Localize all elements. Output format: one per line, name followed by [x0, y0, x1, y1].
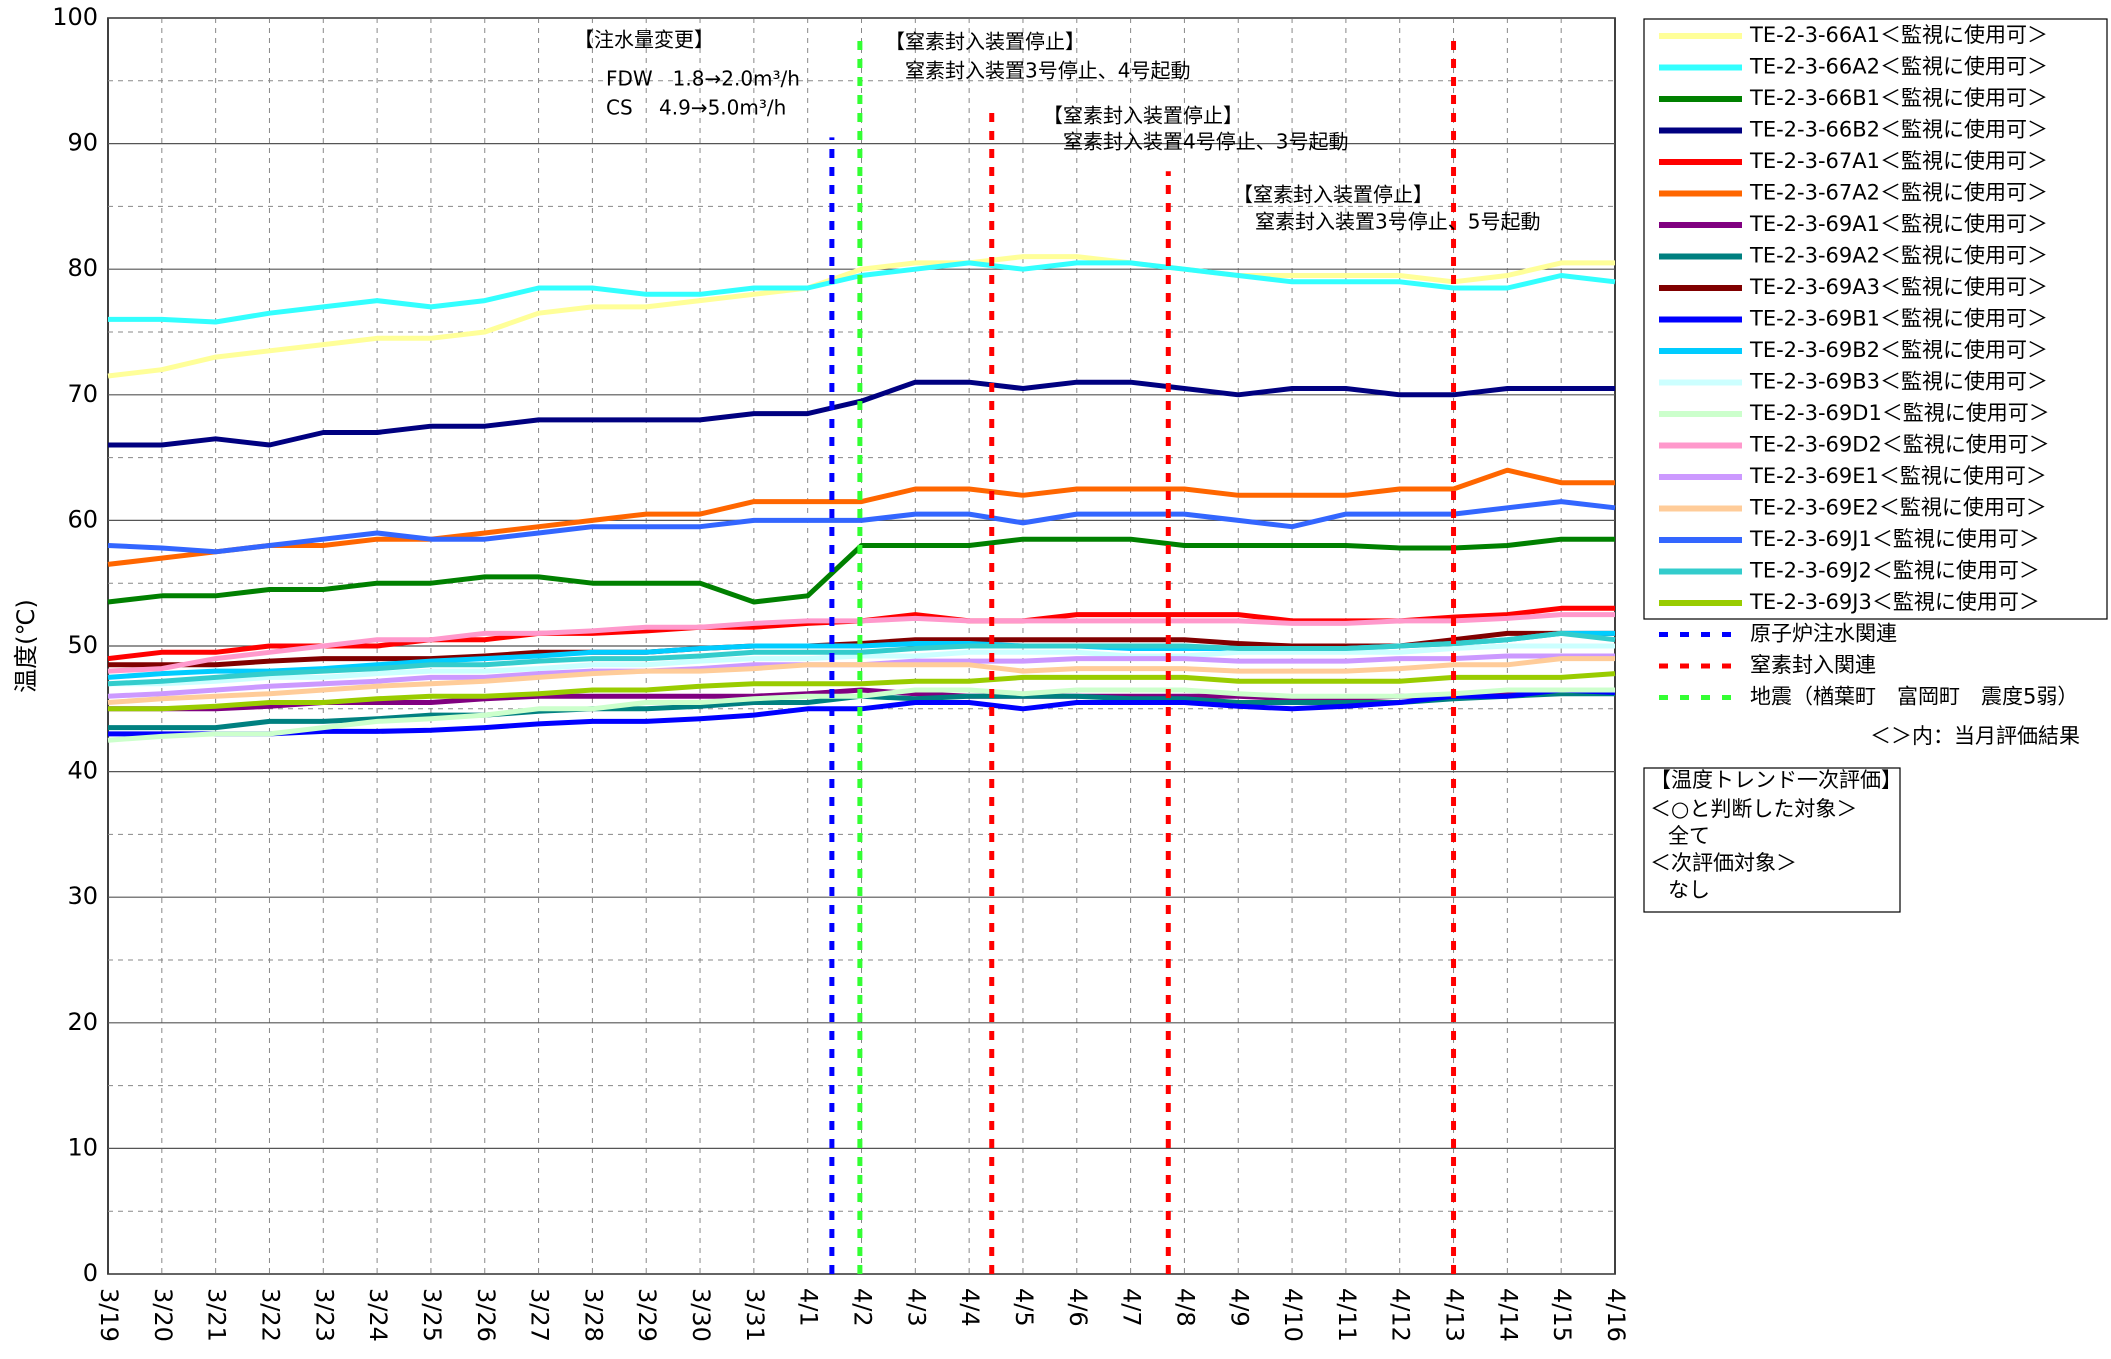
- legend-label: TE-2-3-69D2＜監視に使用可＞: [1749, 433, 2050, 457]
- y-tick-label: 100: [52, 3, 98, 31]
- x-tick-label: 3/24: [364, 1288, 392, 1342]
- legend-label: TE-2-3-69A1＜監視に使用可＞: [1749, 212, 2048, 236]
- annotation: FDW 1.8→2.0m³/h: [606, 67, 800, 91]
- series-line: [107, 467, 1615, 567]
- annotation: 窒素封入装置3号停止、4号起動: [905, 59, 1190, 83]
- x-tick-label: 3/31: [741, 1288, 769, 1342]
- y-axis-label: 温度(℃): [12, 599, 40, 693]
- y-tick-label: 60: [67, 505, 98, 533]
- x-tick-label: 4/10: [1279, 1288, 1307, 1342]
- evaluation-text: ＜次評価対象＞: [1650, 851, 1797, 875]
- x-tick-label: 3/25: [418, 1288, 446, 1342]
- y-tick-label: 80: [67, 254, 98, 282]
- legend-label: TE-2-3-69J2＜監視に使用可＞: [1749, 559, 2040, 583]
- x-tick-label: 4/13: [1441, 1288, 1469, 1342]
- legend-label: TE-2-3-66B2＜監視に使用可＞: [1749, 118, 2048, 142]
- annotation: 【窒素封入装置停止】: [1043, 104, 1243, 128]
- x-tick-label: 3/23: [310, 1288, 338, 1342]
- annotation: 窒素封入装置3号停止、5号起動: [1255, 210, 1540, 234]
- y-tick-label: 20: [67, 1008, 98, 1036]
- x-tick-label: 3/21: [203, 1288, 231, 1342]
- legend-label: 地震（楢葉町 富岡町 震度5弱）: [1750, 685, 2078, 709]
- series-line: [107, 499, 1616, 555]
- annotation: 【窒素封入装置停止】: [1233, 183, 1433, 207]
- x-tick-label: 4/8: [1171, 1288, 1199, 1327]
- annotation: 窒素封入装置4号停止、3号起動: [1063, 130, 1348, 154]
- series-line: [107, 630, 1616, 687]
- evaluation-text: ＜○と判断した対象＞: [1650, 797, 1857, 821]
- legend-label: TE-2-3-69J1＜監視に使用可＞: [1749, 527, 2040, 551]
- legend-label: TE-2-3-67A2＜監視に使用可＞: [1749, 181, 2048, 205]
- x-tick-label: 4/15: [1548, 1288, 1576, 1342]
- legend-label: TE-2-3-69D1＜監視に使用可＞: [1749, 401, 2050, 425]
- legend-label: TE-2-3-69A2＜監視に使用可＞: [1749, 244, 2048, 268]
- legend-label: TE-2-3-69J3＜監視に使用可＞: [1749, 590, 2040, 614]
- annotation: 【窒素封入装置停止】: [885, 30, 1085, 54]
- x-tick-label: 3/19: [95, 1288, 123, 1342]
- x-tick-label: 4/4: [956, 1288, 984, 1327]
- annotation: CS 4.9→5.0m³/h: [606, 96, 786, 120]
- legend-label: TE-2-3-69E1＜監視に使用可＞: [1749, 464, 2047, 488]
- evaluation-text: 【温度トレンド一次評価】: [1650, 768, 1902, 792]
- x-tick-label: 4/11: [1333, 1288, 1361, 1342]
- x-tick-label: 3/20: [149, 1288, 177, 1342]
- y-tick-label: 70: [67, 380, 98, 408]
- x-tick-label: 4/9: [1225, 1288, 1253, 1327]
- y-tick-label: 0: [83, 1259, 98, 1287]
- legend-label: TE-2-3-69B3＜監視に使用可＞: [1749, 370, 2048, 394]
- y-tick-label: 30: [67, 882, 98, 910]
- legend-label: TE-2-3-69A3＜監視に使用可＞: [1749, 275, 2048, 299]
- legend-label: TE-2-3-69E2＜監視に使用可＞: [1749, 496, 2047, 520]
- x-tick-label: 4/3: [902, 1288, 930, 1327]
- x-tick-label: 3/28: [579, 1288, 607, 1342]
- legend-label: TE-2-3-69B1＜監視に使用可＞: [1749, 307, 2048, 331]
- y-tick-label: 90: [67, 129, 98, 157]
- x-tick-label: 3/22: [256, 1288, 284, 1342]
- series-line: [107, 656, 1615, 705]
- x-tick-label: 4/16: [1602, 1288, 1630, 1342]
- y-tick-label: 40: [67, 757, 98, 785]
- x-tick-label: 3/26: [472, 1288, 500, 1342]
- evaluation-text: なし: [1668, 878, 1710, 902]
- legend-label: 窒素封入関連: [1750, 653, 1876, 677]
- series-line: [107, 254, 1615, 379]
- annotation: 【注水量変更】: [574, 28, 714, 52]
- x-tick-label: 4/6: [1064, 1288, 1092, 1327]
- x-tick-label: 4/7: [1118, 1288, 1146, 1327]
- x-tick-label: 3/29: [633, 1288, 661, 1342]
- legend-label: TE-2-3-66A1＜監視に使用可＞: [1749, 23, 2048, 47]
- evaluation-box: [1643, 767, 1901, 913]
- series-line: [108, 671, 1616, 712]
- x-tick-label: 4/5: [1010, 1288, 1038, 1327]
- legend-label: TE-2-3-66B1＜監視に使用可＞: [1749, 86, 2048, 110]
- y-tick-label: 50: [67, 631, 98, 659]
- legend-label: TE-2-3-67A1＜監視に使用可＞: [1749, 149, 2048, 173]
- y-tick-label: 10: [67, 1133, 98, 1161]
- x-tick-label: 4/2: [849, 1288, 877, 1327]
- legend-note: ＜＞内：当月評価結果: [1870, 724, 2080, 748]
- legend-label: TE-2-3-66A2＜監視に使用可＞: [1749, 55, 2048, 79]
- x-tick-label: 4/14: [1494, 1288, 1522, 1342]
- x-tick-label: 3/30: [687, 1288, 715, 1342]
- x-tick-label: 4/1: [795, 1288, 823, 1327]
- legend-label: TE-2-3-69B2＜監視に使用可＞: [1749, 338, 2048, 362]
- legend-label: 原子炉注水関連: [1750, 622, 1897, 646]
- x-tick-label: 4/12: [1387, 1288, 1415, 1342]
- x-tick-label: 3/27: [526, 1288, 554, 1342]
- evaluation-text: 全て: [1668, 824, 1710, 848]
